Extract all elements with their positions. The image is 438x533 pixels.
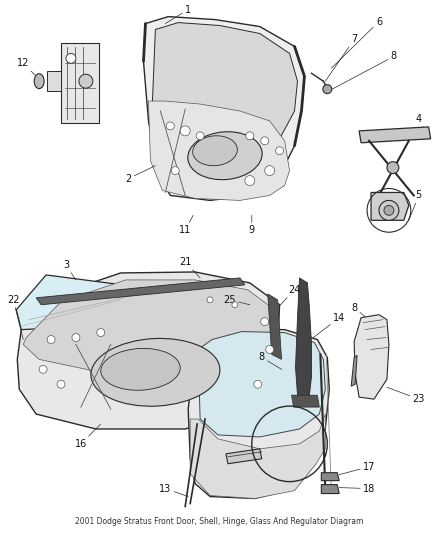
- Text: 2001 Dodge Stratus Front Door, Shell, Hinge, Glass And Regulator Diagram: 2001 Dodge Stratus Front Door, Shell, Hi…: [75, 518, 363, 527]
- Ellipse shape: [34, 74, 44, 88]
- Circle shape: [180, 126, 190, 136]
- Polygon shape: [321, 484, 339, 494]
- Circle shape: [261, 137, 268, 145]
- Polygon shape: [152, 22, 297, 160]
- Circle shape: [79, 74, 93, 88]
- Circle shape: [379, 200, 399, 220]
- Text: 9: 9: [249, 215, 255, 235]
- Text: 1: 1: [165, 5, 191, 23]
- Text: 7: 7: [325, 35, 357, 81]
- Polygon shape: [16, 275, 145, 329]
- Circle shape: [166, 122, 174, 130]
- Circle shape: [387, 161, 399, 174]
- Polygon shape: [23, 280, 275, 374]
- Text: 2: 2: [125, 166, 155, 183]
- Circle shape: [232, 302, 238, 308]
- Circle shape: [246, 132, 254, 140]
- Polygon shape: [47, 71, 61, 91]
- Polygon shape: [351, 356, 357, 386]
- Circle shape: [57, 380, 65, 388]
- Text: 21: 21: [179, 257, 200, 278]
- Ellipse shape: [91, 338, 220, 406]
- Text: 22: 22: [7, 295, 23, 340]
- Polygon shape: [268, 294, 282, 359]
- Polygon shape: [188, 329, 329, 498]
- Ellipse shape: [193, 136, 237, 166]
- Text: 11: 11: [179, 215, 193, 235]
- Polygon shape: [148, 101, 290, 200]
- Polygon shape: [292, 395, 319, 407]
- Polygon shape: [198, 332, 325, 437]
- Text: 5: 5: [409, 190, 422, 220]
- Text: 18: 18: [339, 483, 375, 494]
- Circle shape: [171, 167, 179, 175]
- Text: 25: 25: [224, 295, 250, 305]
- Text: 8: 8: [330, 51, 397, 90]
- Circle shape: [39, 365, 47, 373]
- Text: 23: 23: [387, 387, 425, 404]
- Ellipse shape: [101, 349, 180, 390]
- Polygon shape: [371, 192, 409, 220]
- Text: 13: 13: [159, 483, 188, 497]
- Polygon shape: [190, 414, 325, 498]
- Circle shape: [196, 132, 204, 140]
- Circle shape: [323, 85, 332, 94]
- Circle shape: [47, 336, 55, 343]
- Polygon shape: [17, 272, 279, 429]
- Polygon shape: [359, 127, 431, 143]
- Text: 14: 14: [314, 313, 345, 337]
- Polygon shape: [321, 473, 339, 481]
- Text: 6: 6: [331, 17, 382, 68]
- Polygon shape: [144, 17, 304, 200]
- Polygon shape: [36, 278, 245, 305]
- Text: 12: 12: [17, 58, 41, 81]
- Circle shape: [207, 297, 213, 303]
- Polygon shape: [296, 278, 311, 399]
- Text: 17: 17: [339, 462, 375, 475]
- Circle shape: [384, 205, 394, 215]
- Circle shape: [72, 334, 80, 342]
- Text: 8: 8: [351, 303, 371, 321]
- Circle shape: [254, 380, 262, 388]
- Circle shape: [261, 318, 268, 326]
- Polygon shape: [61, 43, 99, 123]
- Circle shape: [265, 166, 275, 175]
- Ellipse shape: [188, 132, 262, 180]
- Text: 4: 4: [416, 114, 429, 136]
- Text: 16: 16: [75, 424, 101, 449]
- Circle shape: [245, 175, 255, 185]
- Text: 24: 24: [278, 285, 301, 308]
- Circle shape: [276, 147, 283, 155]
- Polygon shape: [354, 314, 389, 399]
- Circle shape: [266, 345, 274, 353]
- Circle shape: [97, 329, 105, 336]
- Polygon shape: [226, 449, 262, 464]
- Circle shape: [66, 53, 76, 63]
- Text: 8: 8: [259, 352, 282, 369]
- Text: 3: 3: [63, 260, 76, 280]
